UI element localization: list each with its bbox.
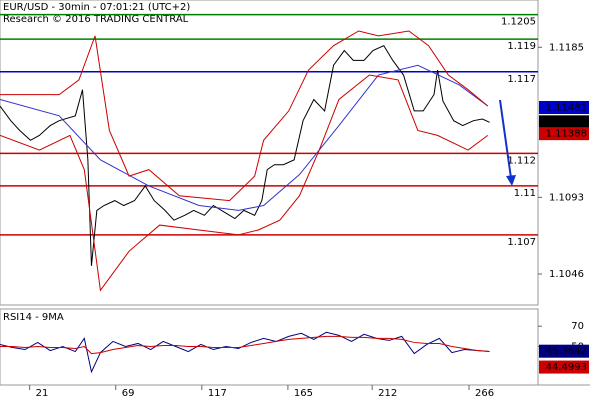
price-tag [539,127,589,141]
level-label: 1.107 [507,237,536,248]
x-tick-label: 266 [475,388,494,399]
forecast-arrow-head [506,175,516,186]
price-tag-label: 45.3642 [546,346,587,357]
level-label: 1.11 [514,188,536,199]
price-tag [539,115,589,129]
x-tick-label: 69 [122,388,135,399]
x-tick-label: 165 [294,388,313,399]
level-label: 1.119 [507,41,536,52]
y-tick-label: 1.1185 [549,42,584,53]
series-line [0,335,490,355]
price-tag-label: 1.11393 [546,117,587,128]
chart-subtitle: Research © 2016 TRADING CENTRAL [3,14,189,25]
rsi-title: RSI14 - 9MA [3,312,64,323]
price-tag-label: 1.11388 [546,129,587,140]
series-line [0,45,490,266]
series-line [0,331,490,374]
level-label: 1.117 [507,74,536,85]
price-tag [539,360,589,374]
price-tag-label: 1.11481 [546,102,587,113]
chart-title: EUR/USD - 30min - 07:01:21 (UTC+2) [3,2,190,13]
price-tag [539,344,589,358]
series-line [0,30,489,202]
series-line [0,74,489,292]
x-tick-label: 212 [378,388,397,399]
level-label: 1.112 [507,155,536,166]
y-tick-label: 1.1093 [549,192,584,203]
y-tick-label: 70 [571,321,584,332]
price-tag-label: 44.4993 [546,362,587,373]
rsi-panel [0,308,539,386]
x-tick-label: 21 [36,388,49,399]
x-tick-label: 117 [208,388,227,399]
series-line [0,64,489,211]
y-tick-label: 1.1046 [549,269,584,280]
price-tag [539,100,589,114]
forecast-arrow [499,99,512,179]
level-label: 1.1205 [501,17,536,28]
price-panel [0,0,539,306]
